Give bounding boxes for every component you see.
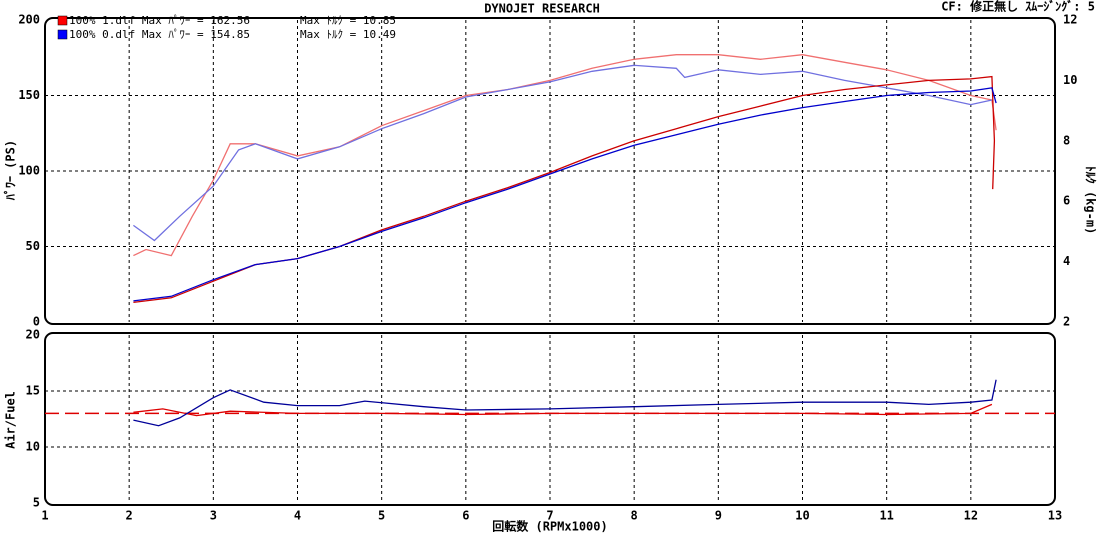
x-tick-label: 2 (126, 509, 133, 523)
y-tick-label: 200 (18, 13, 40, 27)
y2-tick-label: 12 (1063, 13, 1077, 27)
y-tick-label: 0 (33, 315, 40, 329)
y2-tick-label: 4 (1063, 254, 1070, 268)
data-line (133, 54, 997, 257)
y-tick-label: 5 (33, 496, 40, 510)
x-tick-label: 8 (631, 509, 638, 523)
y2-tick-label: 6 (1063, 194, 1070, 208)
y-tick-label: 15 (26, 384, 40, 398)
x-tick-label: 5 (378, 509, 385, 523)
legend-text: 100% 0.dlf Max ﾊﾟﾜｰ = 154.85 (69, 28, 250, 41)
subtitle: CF: 修正無し ｽﾑｰｼﾞﾝｸﾞ: 5 (941, 0, 1095, 14)
x-tick-label: 9 (715, 509, 722, 523)
y2-tick-label: 8 (1063, 133, 1070, 147)
y-tick-label: 150 (18, 88, 40, 102)
legend-swatch (57, 29, 68, 40)
x-axis-label: 回転数 (RPMx1000) (492, 519, 607, 534)
y2-tick-label: 10 (1063, 73, 1077, 87)
x-tick-label: 1 (41, 509, 48, 523)
x-tick-label: 11 (879, 509, 893, 523)
x-tick-label: 13 (1048, 509, 1062, 523)
x-tick-label: 3 (210, 509, 217, 523)
x-tick-label: 7 (546, 509, 553, 523)
legend-text: 100% 1.dlf Max ﾊﾟﾜｰ = 162.56 (69, 14, 250, 27)
y-tick-label: 100 (18, 164, 40, 178)
x-tick-label: 12 (964, 509, 978, 523)
x-tick-label: 4 (294, 509, 301, 523)
legend-text: Max ﾄﾙｸ = 10.85 (300, 14, 396, 27)
y2-axis-label: ﾄﾙｸ (kg-m) (1084, 166, 1098, 235)
x-tick-label: 6 (462, 509, 469, 523)
chart-title: DYNOJET RESEARCH (484, 2, 600, 16)
y-axis-label: ﾊﾟﾜｰ (PS) (3, 140, 18, 201)
y-tick-label: 50 (26, 239, 40, 253)
data-line (133, 379, 997, 427)
data-line (133, 64, 993, 242)
legend-swatch (57, 15, 68, 26)
legend-text: Max ﾄﾙｸ = 10.49 (300, 28, 396, 41)
data-line (133, 403, 993, 417)
x-tick-label: 10 (795, 509, 809, 523)
y-tick-label: 20 (26, 328, 40, 342)
y2-tick-label: 2 (1063, 315, 1070, 329)
y-tick-label: 10 (26, 440, 40, 454)
y-axis-label: Air/Fuel (4, 391, 18, 449)
data-line (133, 87, 997, 302)
